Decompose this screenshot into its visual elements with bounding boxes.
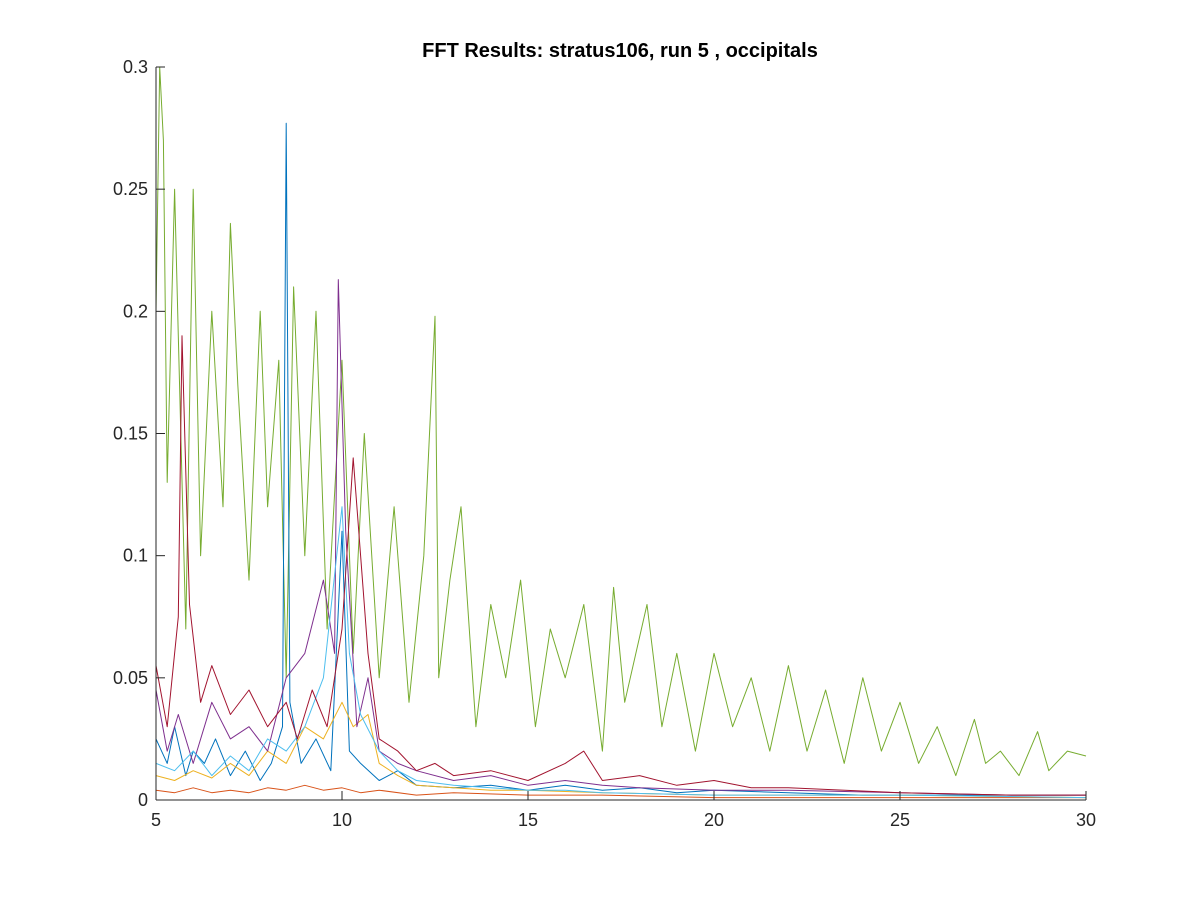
y-ticks: 0 0.05 0.1 0.15 0.2 0.25 0.3 bbox=[113, 57, 165, 810]
series-line-3 bbox=[155, 784, 1086, 799]
y-tick-label: 0.2 bbox=[123, 301, 148, 321]
x-tick-label: 30 bbox=[1076, 810, 1096, 830]
x-tick-label: 5 bbox=[151, 810, 161, 830]
series-line-7 bbox=[155, 335, 1086, 796]
y-tick-label: 0.3 bbox=[123, 57, 148, 77]
series-layer bbox=[155, 66, 1087, 799]
series-line-5 bbox=[155, 279, 1086, 796]
y-tick-label: 0 bbox=[138, 790, 148, 810]
y-tick-label: 0.15 bbox=[113, 424, 148, 444]
x-tick-label: 25 bbox=[890, 810, 910, 830]
y-tick-label: 0.05 bbox=[113, 668, 148, 688]
x-tick-label: 20 bbox=[704, 810, 724, 830]
series-line-6 bbox=[155, 506, 1087, 799]
x-tick-label: 10 bbox=[332, 810, 352, 830]
chart-title: FFT Results: stratus106, run 5 , occipit… bbox=[422, 40, 818, 62]
y-tick-label: 0.1 bbox=[123, 546, 148, 566]
x-tick-label: 15 bbox=[518, 810, 538, 830]
y-tick-label: 0.25 bbox=[113, 179, 148, 199]
x-ticks: 5 10 15 20 25 30 bbox=[151, 791, 1096, 830]
plot-area: 5 10 15 20 25 30 0 0.05 0.1 0.15 0.2 0.25 0.3 bbox=[113, 57, 1096, 830]
series-line-4 bbox=[155, 701, 1087, 799]
series-line-1 bbox=[155, 66, 1087, 777]
series-line-2 bbox=[155, 122, 1086, 796]
